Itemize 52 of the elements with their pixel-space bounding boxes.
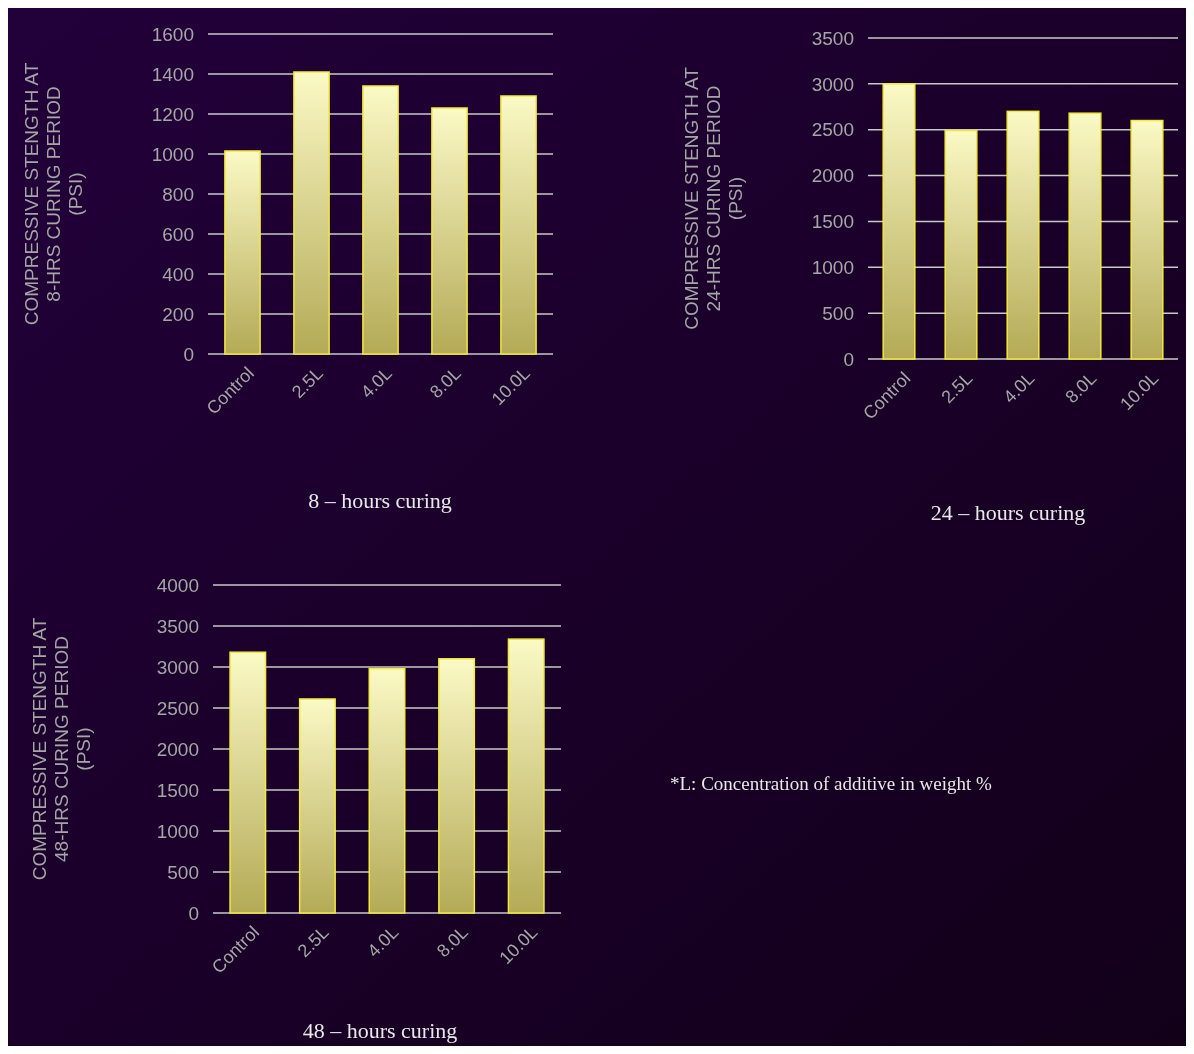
- y-tick-label: 0: [188, 902, 199, 924]
- bar: [293, 71, 330, 355]
- y-tick-label: 1000: [151, 143, 194, 165]
- x-tick-label: 8.0L: [432, 922, 472, 962]
- text: 8 – hours curing: [308, 488, 452, 513]
- x-tick-label: 8.0L: [1061, 368, 1101, 408]
- y-tick-label: 2500: [156, 697, 199, 719]
- x-tick-label: 4.0L: [999, 368, 1039, 408]
- y-tick-label: 1200: [151, 103, 194, 125]
- y-tick-label: 1000: [811, 256, 854, 278]
- bar: [362, 85, 399, 355]
- x-tick-label: 4.0L: [363, 922, 403, 962]
- y-tick-label: 1000: [156, 820, 199, 842]
- y-tick-label: 0: [843, 348, 854, 370]
- x-tick-label: 8.0L: [425, 363, 465, 403]
- y-tick-label: 600: [162, 223, 194, 245]
- y-tick-label: 500: [167, 861, 199, 883]
- y-tick-label: 1500: [811, 211, 854, 233]
- bar: [438, 658, 476, 914]
- y-tick-label: 1500: [156, 779, 199, 801]
- y-tick-label: 4000: [156, 574, 199, 596]
- bar: [431, 107, 468, 355]
- bar: [507, 638, 545, 914]
- y-tick-label: 0: [183, 343, 194, 365]
- y-tick-label: 1600: [151, 23, 194, 45]
- text: *L: Concentration of additive in weight %: [670, 773, 993, 794]
- bar: [224, 150, 261, 355]
- y-tick-label: 800: [162, 183, 194, 205]
- text: 48 – hours curing: [302, 1018, 458, 1043]
- y-tick-label: 1400: [151, 63, 194, 85]
- y-tick-label: 2000: [811, 165, 854, 187]
- x-tick-label: 2.5L: [287, 363, 327, 403]
- y-tick-label: 2000: [156, 738, 199, 760]
- bar: [298, 698, 336, 914]
- x-tick-label: 2.5L: [293, 922, 333, 962]
- y-tick-label: 3500: [156, 615, 199, 637]
- y-tick-label: 2500: [811, 119, 854, 141]
- bar: [368, 667, 406, 914]
- y-axis-title: COMPRESSIVE STENGTH AT 24-HRS CURING PERIOD (PSI): [681, 66, 746, 330]
- y-tick-label: 3000: [811, 73, 854, 95]
- x-tick-label: 4.0L: [356, 363, 396, 403]
- x-tick-label: 2.5L: [937, 368, 977, 408]
- y-axis-title: COMPRESSIVE STENGTH AT 48-HRS CURING PERIOD (PSI): [29, 617, 94, 881]
- bar: [229, 651, 267, 914]
- y-tick-label: 400: [162, 263, 194, 285]
- y-tick-label: 200: [162, 303, 194, 325]
- y-axis-title: COMPRESSIVE STENGTH AT 8-HRS CURING PERIOD (PSI): [21, 62, 86, 326]
- bar: [500, 95, 537, 355]
- y-tick-label: 500: [822, 302, 854, 324]
- y-tick-label: 3500: [811, 27, 854, 49]
- text: 24 – hours curing: [930, 500, 1086, 525]
- y-tick-label: 3000: [156, 656, 199, 678]
